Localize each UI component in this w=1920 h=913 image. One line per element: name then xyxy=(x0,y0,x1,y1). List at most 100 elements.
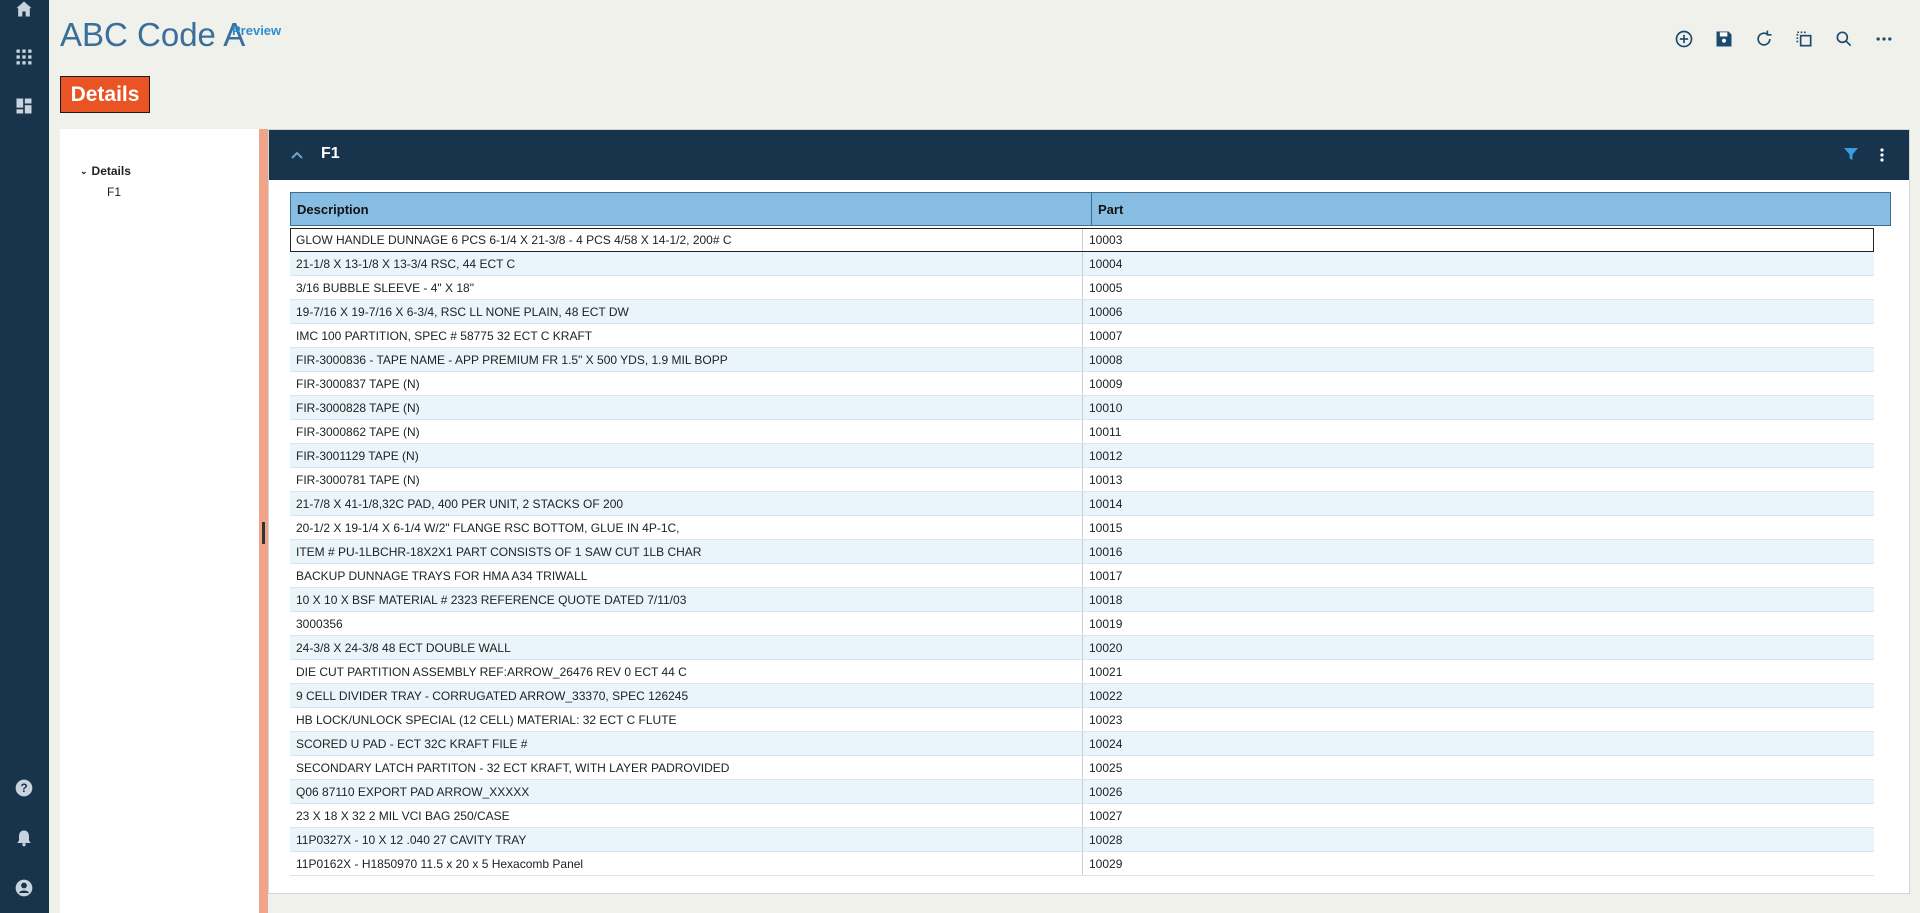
cell-description[interactable]: FIR-3000837 TAPE (N) xyxy=(290,372,1083,395)
cell-description[interactable]: BACKUP DUNNAGE TRAYS FOR HMA A34 TRIWALL xyxy=(290,564,1083,587)
chevron-down-icon[interactable]: ⌄ xyxy=(80,165,88,176)
table-row[interactable]: 23 X 18 X 32 2 MIL VCI BAG 250/CASE 10027 xyxy=(290,804,1874,828)
cell-part[interactable]: 10003 xyxy=(1089,232,1123,247)
table-row[interactable]: 19-7/16 X 19-7/16 X 6-3/4, RSC LL NONE P… xyxy=(290,300,1874,324)
table-row[interactable]: 21-7/8 X 41-1/8,32C PAD, 400 PER UNIT, 2… xyxy=(290,492,1874,516)
table-row[interactable]: Q06 87110 EXPORT PAD ARROW_XXXXX 10026 xyxy=(290,780,1874,804)
cell-description[interactable]: HB LOCK/UNLOCK SPECIAL (12 CELL) MATERIA… xyxy=(290,708,1083,731)
cell-part[interactable]: 10024 xyxy=(1089,736,1123,751)
table-row[interactable]: FIR-3000781 TAPE (N) 10013 xyxy=(290,468,1874,492)
cell-description[interactable]: 11P0162X - H1850970 11.5 x 20 x 5 Hexaco… xyxy=(290,852,1083,875)
cell-part[interactable]: 10013 xyxy=(1089,472,1123,487)
cell-part[interactable]: 10022 xyxy=(1089,688,1123,703)
table-row[interactable]: FIR-3000836 - TAPE NAME - APP PREMIUM FR… xyxy=(290,348,1874,372)
table-row[interactable]: BACKUP DUNNAGE TRAYS FOR HMA A34 TRIWALL… xyxy=(290,564,1874,588)
cell-description[interactable]: FIR-3000836 - TAPE NAME - APP PREMIUM FR… xyxy=(290,348,1083,371)
cell-description[interactable]: Q06 87110 EXPORT PAD ARROW_XXXXX xyxy=(290,780,1083,803)
cell-description[interactable]: FIR-3000862 TAPE (N) xyxy=(290,420,1083,443)
cell-part[interactable]: 10021 xyxy=(1089,664,1123,679)
chevron-up-icon[interactable] xyxy=(289,147,305,163)
cell-part[interactable]: 10014 xyxy=(1089,496,1123,511)
add-circle-icon[interactable] xyxy=(1664,24,1704,54)
cell-description[interactable]: IMC 100 PARTITION, SPEC # 58775 32 ECT C… xyxy=(290,324,1083,347)
cell-description[interactable]: FIR-3000781 TAPE (N) xyxy=(290,468,1083,491)
cell-part[interactable]: 10026 xyxy=(1089,784,1123,799)
table-row[interactable]: 11P0327X - 10 X 12 .040 27 CAVITY TRAY 10… xyxy=(290,828,1874,852)
cell-description[interactable]: 21-1/8 X 13-1/8 X 13-3/4 RSC, 44 ECT C xyxy=(290,252,1083,275)
table-row[interactable]: 9 CELL DIVIDER TRAY - CORRUGATED ARROW_3… xyxy=(290,684,1874,708)
more-horizontal-icon[interactable] xyxy=(1864,24,1904,54)
cell-part[interactable]: 10028 xyxy=(1089,832,1123,847)
cell-description[interactable]: ITEM # PU-1LBCHR-18X2X1 PART CONSISTS OF… xyxy=(290,540,1083,563)
cell-part[interactable]: 10020 xyxy=(1089,640,1123,655)
bell-icon[interactable] xyxy=(12,826,36,850)
column-header-description[interactable]: Description xyxy=(291,193,1092,225)
table-row[interactable]: 11P0162X - H1850970 11.5 x 20 x 5 Hexaco… xyxy=(290,852,1874,876)
cell-description[interactable]: 19-7/16 X 19-7/16 X 6-3/4, RSC LL NONE P… xyxy=(290,300,1083,323)
tree-node-details[interactable]: ⌄ Details xyxy=(80,164,131,178)
cell-description[interactable]: 10 X 10 X BSF MATERIAL # 2323 REFERENCE … xyxy=(290,588,1083,611)
table-row[interactable]: 20-1/2 X 19-1/4 X 6-1/4 W/2" FLANGE RSC … xyxy=(290,516,1874,540)
table-row[interactable]: 10 X 10 X BSF MATERIAL # 2323 REFERENCE … xyxy=(290,588,1874,612)
cell-part[interactable]: 10010 xyxy=(1089,400,1123,415)
refresh-icon[interactable] xyxy=(1744,24,1784,54)
filter-icon[interactable] xyxy=(1843,146,1861,164)
cell-description[interactable]: GLOW HANDLE DUNNAGE 6 PCS 6-1/4 X 21-3/8… xyxy=(290,228,1083,251)
table-row[interactable]: FIR-3000862 TAPE (N) 10011 xyxy=(290,420,1874,444)
copy-icon[interactable] xyxy=(1784,24,1824,54)
cell-part[interactable]: 10006 xyxy=(1089,304,1123,319)
cell-description[interactable]: 3/16 BUBBLE SLEEVE - 4" X 18" xyxy=(290,276,1083,299)
cell-description[interactable]: DIE CUT PARTITION ASSEMBLY REF:ARROW_264… xyxy=(290,660,1083,683)
cell-part[interactable]: 10005 xyxy=(1089,280,1123,295)
cell-part[interactable]: 10025 xyxy=(1089,760,1123,775)
more-vertical-icon[interactable] xyxy=(1873,146,1891,164)
cell-description[interactable]: 9 CELL DIVIDER TRAY - CORRUGATED ARROW_3… xyxy=(290,684,1083,707)
cell-description[interactable]: 23 X 18 X 32 2 MIL VCI BAG 250/CASE xyxy=(290,804,1083,827)
table-row[interactable]: FIR-3000828 TAPE (N) 10010 xyxy=(290,396,1874,420)
splitter-handle[interactable] xyxy=(262,522,265,544)
user-icon[interactable] xyxy=(12,876,36,900)
preview-link[interactable]: Preview xyxy=(232,23,282,38)
cell-part[interactable]: 10027 xyxy=(1089,808,1123,823)
cell-part[interactable]: 10023 xyxy=(1089,712,1123,727)
vertical-scrollbar[interactable] xyxy=(1874,226,1891,882)
cell-part[interactable]: 10019 xyxy=(1089,616,1123,631)
cell-description[interactable]: 24-3/8 X 24-3/8 48 ECT DOUBLE WALL xyxy=(290,636,1083,659)
cell-part[interactable]: 10029 xyxy=(1089,856,1123,871)
cell-part[interactable]: 10008 xyxy=(1089,352,1123,367)
cell-description[interactable]: 11P0327X - 10 X 12 .040 27 CAVITY TRAY xyxy=(290,828,1083,851)
details-tab-button[interactable]: Details xyxy=(60,76,150,113)
cell-part[interactable]: 10009 xyxy=(1089,376,1123,391)
cell-part[interactable]: 10018 xyxy=(1089,592,1123,607)
table-row[interactable]: GLOW HANDLE DUNNAGE 6 PCS 6-1/4 X 21-3/8… xyxy=(290,228,1874,252)
apps-grid-icon[interactable] xyxy=(12,45,36,69)
table-row[interactable]: DIE CUT PARTITION ASSEMBLY REF:ARROW_264… xyxy=(290,660,1874,684)
table-row[interactable]: IMC 100 PARTITION, SPEC # 58775 32 ECT C… xyxy=(290,324,1874,348)
table-row[interactable]: FIR-3001129 TAPE (N) 10012 xyxy=(290,444,1874,468)
cell-description[interactable]: 20-1/2 X 19-1/4 X 6-1/4 W/2" FLANGE RSC … xyxy=(290,516,1083,539)
cell-part[interactable]: 10011 xyxy=(1089,424,1122,439)
table-row[interactable]: FIR-3000837 TAPE (N) 10009 xyxy=(290,372,1874,396)
cell-description[interactable]: FIR-3001129 TAPE (N) xyxy=(290,444,1083,467)
cell-part[interactable]: 10017 xyxy=(1089,568,1123,583)
cell-part[interactable]: 10015 xyxy=(1089,520,1123,535)
cell-description[interactable]: FIR-3000828 TAPE (N) xyxy=(290,396,1083,419)
tree-node-f1[interactable]: F1 xyxy=(107,185,122,199)
dashboard-icon[interactable] xyxy=(12,94,36,118)
table-row[interactable]: HB LOCK/UNLOCK SPECIAL (12 CELL) MATERIA… xyxy=(290,708,1874,732)
table-row[interactable]: 21-1/8 X 13-1/8 X 13-3/4 RSC, 44 ECT C 10… xyxy=(290,252,1874,276)
cell-part[interactable]: 10007 xyxy=(1089,328,1123,343)
table-row[interactable]: ITEM # PU-1LBCHR-18X2X1 PART CONSISTS OF… xyxy=(290,540,1874,564)
cell-description[interactable]: SCORED U PAD - ECT 32C KRAFT FILE # xyxy=(290,732,1083,755)
save-icon[interactable] xyxy=(1704,24,1744,54)
table-row[interactable]: 24-3/8 X 24-3/8 48 ECT DOUBLE WALL 10020 xyxy=(290,636,1874,660)
cell-part[interactable]: 10016 xyxy=(1089,544,1123,559)
cell-description[interactable]: 3000356 xyxy=(290,612,1083,635)
column-header-part[interactable]: Part xyxy=(1098,201,1124,217)
help-icon[interactable]: ? xyxy=(12,776,36,800)
home-icon[interactable] xyxy=(12,0,36,21)
panel-splitter[interactable] xyxy=(259,129,268,913)
search-icon[interactable] xyxy=(1824,24,1864,54)
table-row[interactable]: 3/16 BUBBLE SLEEVE - 4" X 18" 10005 xyxy=(290,276,1874,300)
cell-part[interactable]: 10012 xyxy=(1089,448,1123,463)
